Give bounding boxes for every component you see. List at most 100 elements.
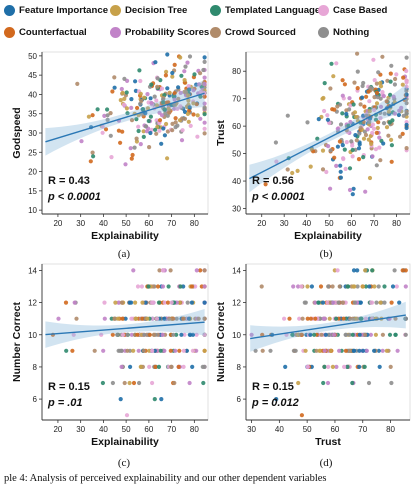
data-point xyxy=(131,348,136,353)
data-point xyxy=(123,316,128,321)
data-point xyxy=(160,284,166,289)
data-point xyxy=(142,95,147,100)
data-point xyxy=(180,116,185,121)
data-point xyxy=(334,163,339,168)
y-tick-label: 14 xyxy=(232,266,241,275)
r-annotation: R = 0.43 xyxy=(48,175,90,187)
x-axis-label: Trust xyxy=(315,436,341,448)
data-point xyxy=(186,93,191,98)
r-annotation: R = 0.15 xyxy=(252,381,294,393)
data-point xyxy=(202,364,207,369)
data-point xyxy=(356,146,362,151)
data-point xyxy=(375,125,380,131)
data-point xyxy=(138,78,143,84)
data-point xyxy=(367,99,372,104)
data-point xyxy=(358,125,363,130)
data-point xyxy=(136,128,141,134)
data-point xyxy=(202,55,207,60)
data-point xyxy=(145,316,150,321)
data-point xyxy=(404,92,409,97)
data-point xyxy=(90,150,95,155)
data-point xyxy=(172,97,177,102)
data-point xyxy=(128,146,133,151)
data-point xyxy=(342,82,347,87)
data-point xyxy=(155,284,161,289)
data-point xyxy=(347,96,352,101)
data-point xyxy=(390,284,396,289)
y-tick-label: 8 xyxy=(33,363,38,372)
data-point xyxy=(170,70,175,76)
data-point xyxy=(137,68,142,73)
legend-item: Counterfactual xyxy=(4,27,87,38)
data-point xyxy=(377,364,382,369)
legend-item: Decision Tree xyxy=(110,5,187,16)
data-point xyxy=(168,348,173,353)
data-point xyxy=(171,332,176,337)
data-point xyxy=(376,120,381,125)
data-point xyxy=(183,90,188,95)
data-point xyxy=(355,69,360,74)
data-point xyxy=(328,86,333,91)
x-tick-label: 50 xyxy=(122,425,131,434)
data-point xyxy=(274,397,279,402)
data-point xyxy=(162,107,167,112)
data-point xyxy=(122,380,127,386)
data-point xyxy=(165,300,171,305)
data-point xyxy=(165,156,170,161)
data-point xyxy=(120,129,125,134)
data-point xyxy=(375,95,380,100)
regression-line xyxy=(250,314,406,340)
legend-marker xyxy=(318,27,329,38)
data-point xyxy=(388,71,393,76)
data-point xyxy=(273,140,278,145)
data-point xyxy=(120,316,125,321)
data-point xyxy=(202,59,207,64)
data-point xyxy=(186,119,191,124)
data-point xyxy=(316,300,321,305)
x-tick-label: 40 xyxy=(99,219,108,228)
x-tick-label: 20 xyxy=(53,219,62,228)
data-point xyxy=(72,300,77,305)
data-point xyxy=(63,300,69,305)
data-point xyxy=(125,348,130,353)
data-point xyxy=(185,111,190,116)
data-point xyxy=(131,268,136,273)
data-point xyxy=(118,397,123,402)
data-point xyxy=(103,127,109,132)
data-point xyxy=(132,145,137,150)
data-point xyxy=(362,364,367,369)
data-point xyxy=(70,348,75,353)
data-point xyxy=(163,73,168,78)
data-point xyxy=(362,104,367,109)
data-point xyxy=(141,129,146,134)
data-point xyxy=(392,111,397,116)
x-tick-label: 40 xyxy=(99,425,108,434)
x-tick-label: 60 xyxy=(347,219,356,228)
data-point xyxy=(352,284,357,289)
data-point xyxy=(367,119,372,125)
data-point xyxy=(202,332,207,337)
legend-marker xyxy=(4,27,15,38)
data-point xyxy=(177,348,182,353)
data-point xyxy=(370,268,375,273)
data-point xyxy=(260,348,265,353)
y-axis-label: Trust xyxy=(215,120,227,146)
data-point xyxy=(378,80,383,86)
x-tick-label: 40 xyxy=(302,219,311,228)
data-point xyxy=(370,154,375,159)
data-point xyxy=(387,332,393,337)
data-point xyxy=(378,104,384,109)
data-point xyxy=(187,105,192,110)
data-point xyxy=(157,268,162,273)
data-point xyxy=(282,316,287,321)
r-annotation: R = 0.56 xyxy=(252,175,294,187)
x-tick-label: 80 xyxy=(190,425,199,434)
data-point xyxy=(198,268,203,273)
data-point xyxy=(285,167,290,172)
data-point xyxy=(149,300,154,305)
y-tick-label: 45 xyxy=(28,71,37,80)
y-tick-label: 10 xyxy=(28,206,37,215)
data-point xyxy=(153,60,158,65)
legend-label: Decision Tree xyxy=(125,5,188,16)
figure-caption: ple 4: Analysis of perceived explainabil… xyxy=(4,474,327,484)
